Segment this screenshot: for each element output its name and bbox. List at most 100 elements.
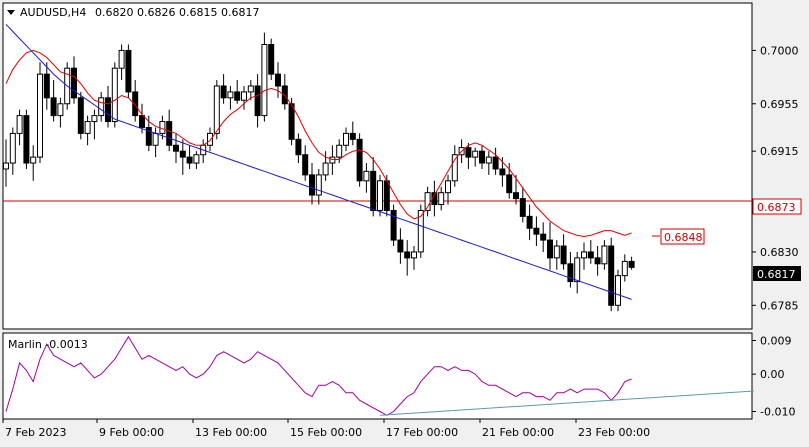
indicator-plot-area [2, 332, 753, 420]
bear-candle [71, 67, 77, 99]
indicator-label: Marlin -0.0013 [8, 338, 88, 351]
bear-candle [179, 150, 186, 158]
bear-candle [479, 150, 485, 164]
indicator-tick-label: 0.009 [760, 334, 792, 347]
time-tick-label: 23 Feb 00:00 [578, 426, 650, 439]
dropdown-triangle-icon[interactable] [7, 10, 15, 15]
bull-candle [451, 154, 458, 182]
bull-candle [615, 275, 621, 306]
bear-candle [526, 215, 533, 229]
bear-candle [560, 245, 567, 265]
price-tick-label: 0.6830 [760, 246, 799, 259]
bear-candle [173, 144, 179, 152]
bear-candle [77, 97, 84, 134]
ohlc-readout: 0.6820 0.6826 0.6815 0.6817 [95, 6, 259, 19]
bull-candle [30, 156, 37, 164]
marlin-indicator-line [5, 335, 632, 416]
trend-line [379, 390, 755, 416]
time-tick-label: 13 Feb 00:00 [195, 426, 267, 439]
bull-candle [57, 103, 64, 117]
indicator-tick-label: -0.010 [760, 406, 795, 419]
bull-candle [553, 245, 560, 259]
bull-candle [485, 156, 492, 164]
bear-candle [404, 251, 411, 259]
bull-candle [445, 180, 451, 194]
bull-candle [621, 260, 628, 277]
bear-candle [275, 73, 281, 87]
bear-candle [465, 147, 472, 158]
bear-candle [268, 43, 275, 75]
bull-candle [377, 180, 383, 211]
bull-candle [16, 115, 23, 134]
bear-candle [567, 263, 574, 283]
bull-candle [98, 97, 105, 117]
bull-candle [9, 132, 16, 164]
level-badge [752, 198, 802, 215]
bull-candle [336, 144, 343, 158]
bear-candle [125, 49, 132, 93]
level-badge-text: 0.6873 [757, 201, 796, 214]
bull-candle [329, 156, 336, 164]
bull-candle [241, 91, 247, 101]
bear-candle [594, 257, 601, 265]
bear-candle [166, 121, 173, 146]
slow-moving-average-line [5, 23, 632, 300]
bear-candle [186, 156, 193, 164]
time-tick-label: 9 Feb 00:00 [99, 426, 164, 439]
bull-candle [213, 85, 220, 134]
bear-candle [309, 174, 315, 196]
bull-candle [417, 209, 424, 253]
bear-candle [533, 227, 540, 235]
bull-candle [111, 67, 118, 123]
bull-candle [207, 132, 213, 146]
bear-candle [288, 103, 295, 140]
time-tick-label: 21 Feb 00:00 [482, 426, 554, 439]
symbol-label: AUDUSD,H4 [20, 6, 86, 19]
bull-candle [411, 251, 417, 259]
bear-candle [499, 168, 506, 176]
bear-candle [608, 245, 615, 306]
bear-candle [349, 132, 356, 140]
bear-candle [370, 170, 377, 211]
bear-candle [220, 85, 227, 99]
price-tick-label: 0.6915 [760, 145, 799, 158]
price-tick-label: 0.7000 [760, 44, 799, 57]
bear-candle [587, 251, 594, 259]
bear-candle [234, 91, 241, 101]
time-tick-label: 17 Feb 00:00 [386, 426, 458, 439]
bear-candle [254, 85, 261, 117]
bear-candle [547, 239, 553, 259]
bear-candle [506, 174, 513, 194]
bull-candle [37, 73, 43, 158]
bull-candle [91, 115, 98, 123]
bear-candle [302, 154, 309, 176]
bear-candle [281, 85, 288, 105]
bear-candle [390, 209, 397, 241]
bear-candle [105, 97, 111, 123]
bull-candle [193, 154, 200, 164]
bull-candle [601, 245, 608, 265]
bull-candle [261, 43, 268, 117]
bear-candle [628, 260, 635, 268]
bear-candle [23, 115, 30, 164]
time-tick-label: 15 Feb 00:00 [290, 426, 362, 439]
time-tick-label: 7 Feb 2023 [5, 426, 66, 439]
indicator-tick-label: 0.00 [760, 368, 785, 381]
bull-candle [159, 121, 166, 134]
bull-candle [227, 91, 234, 99]
price-tick-label: 0.6955 [760, 98, 799, 111]
bull-candle [472, 150, 479, 158]
bull-candle [343, 132, 349, 146]
bull-candle [3, 162, 9, 170]
current-price-text: 0.6817 [757, 268, 796, 281]
bull-candle [152, 132, 159, 146]
bear-candle [513, 192, 519, 200]
bull-candle [438, 192, 445, 206]
bear-candle [397, 239, 404, 253]
fast-moving-average-line [5, 49, 632, 238]
bear-candle [145, 126, 152, 146]
bull-candle [363, 170, 370, 182]
bull-candle [315, 174, 322, 196]
bull-candle [84, 121, 91, 134]
